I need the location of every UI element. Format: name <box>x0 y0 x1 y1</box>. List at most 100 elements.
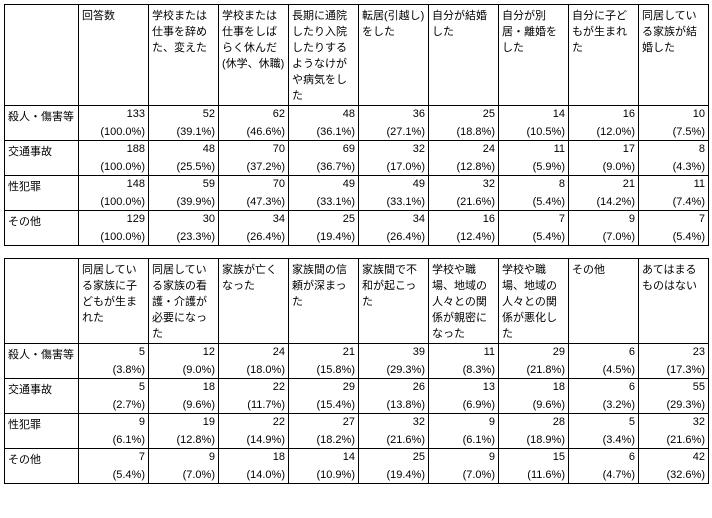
cell-value: 69 <box>343 143 355 155</box>
data-cell: 15(11.6%) <box>499 449 569 484</box>
cell-percent: (8.3%) <box>432 364 495 376</box>
cell-percent: (13.8%) <box>362 399 425 411</box>
cell-percent: (39.1%) <box>152 126 215 138</box>
cell-percent: (26.4%) <box>222 231 285 243</box>
data-cell: 22(14.9%) <box>219 414 289 449</box>
cell-value: 18 <box>203 381 215 393</box>
cell-value: 9 <box>209 451 215 463</box>
data-cell: 30(23.3%) <box>149 211 219 246</box>
cell-percent: (12.8%) <box>432 161 495 173</box>
cell-percent: (25.5%) <box>152 161 215 173</box>
cell-value: 9 <box>629 213 635 225</box>
data-cell: 69(36.7%) <box>289 141 359 176</box>
cell-value: 23 <box>693 346 705 358</box>
row-label: その他 <box>5 449 79 484</box>
cell-percent: (37.2%) <box>222 161 285 173</box>
cell-percent: (7.0%) <box>432 469 495 481</box>
cell-value: 29 <box>553 346 565 358</box>
cell-percent: (19.4%) <box>292 231 355 243</box>
data-cell: 148(100.0%) <box>79 176 149 211</box>
data-cell: 32(21.6%) <box>639 414 709 449</box>
cell-value: 6 <box>629 381 635 393</box>
row-header-blank <box>5 259 79 344</box>
cell-value: 17 <box>623 143 635 155</box>
cell-percent: (7.0%) <box>152 469 215 481</box>
cell-value: 48 <box>343 108 355 120</box>
cell-percent: (33.1%) <box>292 196 355 208</box>
row-label: 交通事故 <box>5 379 79 414</box>
cell-value: 5 <box>629 416 635 428</box>
cell-percent: (100.0%) <box>82 231 145 243</box>
col-header: 家族間の信頼が深まった <box>289 259 359 344</box>
data-cell: 34 (26.4%) <box>219 211 289 246</box>
data-cell: 14(10.9%) <box>289 449 359 484</box>
cell-value: 12 <box>203 346 215 358</box>
cell-percent: (12.0%) <box>572 126 635 138</box>
cell-value: 42 <box>693 451 705 463</box>
cell-value: 34 <box>273 213 285 225</box>
data-cell: 23(17.3%) <box>639 344 709 379</box>
data-cell: 36(27.1%) <box>359 106 429 141</box>
cell-value: 27 <box>343 416 355 428</box>
cell-percent: (7.5%) <box>642 126 705 138</box>
data-cell: 5(3.8%) <box>79 344 149 379</box>
col-header: 同居している家族が結婚した <box>639 5 709 106</box>
cell-value: 9 <box>489 451 495 463</box>
cell-percent: (18.9%) <box>502 434 565 446</box>
cell-value: 25 <box>343 213 355 225</box>
data-cell: 188(100.0%) <box>79 141 149 176</box>
data-cell: 7(5.4%) <box>639 211 709 246</box>
data-cell: 16(12.0%) <box>569 106 639 141</box>
cell-value: 25 <box>483 108 495 120</box>
cell-percent: (18.2%) <box>292 434 355 446</box>
data-cell: 48(25.5%) <box>149 141 219 176</box>
cell-percent: (9.0%) <box>152 364 215 376</box>
cell-value: 32 <box>693 416 705 428</box>
cell-percent: (15.4%) <box>292 399 355 411</box>
cell-percent: (9.6%) <box>502 399 565 411</box>
data-cell: 18(9.6%) <box>149 379 219 414</box>
data-cell: 59(39.9%) <box>149 176 219 211</box>
col-header: 回答数 <box>79 5 149 106</box>
row-label: 殺人・傷害等 <box>5 106 79 141</box>
cell-value: 32 <box>413 416 425 428</box>
row-label: 性犯罪 <box>5 414 79 449</box>
cell-percent: (29.3%) <box>642 399 705 411</box>
cell-percent: (14.9%) <box>222 434 285 446</box>
cell-value: 129 <box>127 213 145 225</box>
data-cell: 29(15.4%) <box>289 379 359 414</box>
cell-percent: (7.0%) <box>572 231 635 243</box>
data-cell: 42(32.6%) <box>639 449 709 484</box>
cell-percent: (6.9%) <box>432 399 495 411</box>
data-cell: 21(14.2%) <box>569 176 639 211</box>
cell-value: 10 <box>693 108 705 120</box>
cell-percent: (39.9%) <box>152 196 215 208</box>
data-table-0: 回答数学校または仕事を辞めた、変えた学校または仕事をしばらく休んだ(休学、休職)… <box>4 4 709 246</box>
col-header: 長期に通院したり入院したりするようなけがや病気をした <box>289 5 359 106</box>
col-header: あてはまるものはない <box>639 259 709 344</box>
cell-value: 7 <box>139 451 145 463</box>
cell-percent: (27.1%) <box>362 126 425 138</box>
col-header: 学校や職場、地域の人々との関係が親密になった <box>429 259 499 344</box>
col-header: 学校や職場、地域の人々との関係が悪化した <box>499 259 569 344</box>
data-cell: 28(18.9%) <box>499 414 569 449</box>
cell-value: 21 <box>343 346 355 358</box>
data-cell: 14(10.5%) <box>499 106 569 141</box>
cell-percent: (14.2%) <box>572 196 635 208</box>
table-row: 性犯罪148(100.0%)59(39.9%)70(47.3%)49(33.1%… <box>5 176 709 211</box>
cell-value: 34 <box>413 213 425 225</box>
cell-value: 52 <box>203 108 215 120</box>
col-header: 転居(引越し)をした <box>359 5 429 106</box>
cell-percent: (5.4%) <box>502 196 565 208</box>
data-table-1: 同居している家族に子どもが生まれた同居している家族の看護・介護が必要になった家族… <box>4 258 709 484</box>
cell-value: 7 <box>559 213 565 225</box>
row-label: その他 <box>5 211 79 246</box>
data-cell: 34(26.4%) <box>359 211 429 246</box>
data-cell: 13(6.9%) <box>429 379 499 414</box>
cell-percent: (2.7%) <box>82 399 145 411</box>
col-header: 家族間で不和が起こった <box>359 259 429 344</box>
cell-value: 19 <box>203 416 215 428</box>
cell-value: 26 <box>413 381 425 393</box>
cell-value: 32 <box>413 143 425 155</box>
cell-value: 24 <box>483 143 495 155</box>
